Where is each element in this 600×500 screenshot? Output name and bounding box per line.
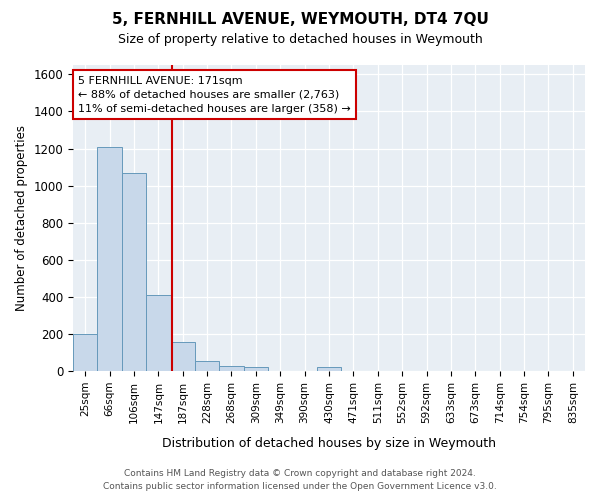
Text: Contains HM Land Registry data © Crown copyright and database right 2024.
Contai: Contains HM Land Registry data © Crown c…: [103, 470, 497, 491]
Y-axis label: Number of detached properties: Number of detached properties: [15, 125, 28, 311]
Bar: [244, 366, 268, 372]
X-axis label: Distribution of detached houses by size in Weymouth: Distribution of detached houses by size …: [162, 437, 496, 450]
Bar: [220, 366, 244, 372]
Bar: [146, 295, 170, 372]
Text: Size of property relative to detached houses in Weymouth: Size of property relative to detached ho…: [118, 32, 482, 46]
Bar: [97, 146, 122, 372]
Text: 5, FERNHILL AVENUE, WEYMOUTH, DT4 7QU: 5, FERNHILL AVENUE, WEYMOUTH, DT4 7QU: [112, 12, 488, 28]
Bar: [317, 366, 341, 372]
Text: 5 FERNHILL AVENUE: 171sqm
← 88% of detached houses are smaller (2,763)
11% of se: 5 FERNHILL AVENUE: 171sqm ← 88% of detac…: [78, 76, 351, 114]
Bar: [73, 334, 97, 372]
Bar: [195, 361, 220, 372]
Bar: [170, 342, 195, 372]
Bar: [122, 172, 146, 372]
